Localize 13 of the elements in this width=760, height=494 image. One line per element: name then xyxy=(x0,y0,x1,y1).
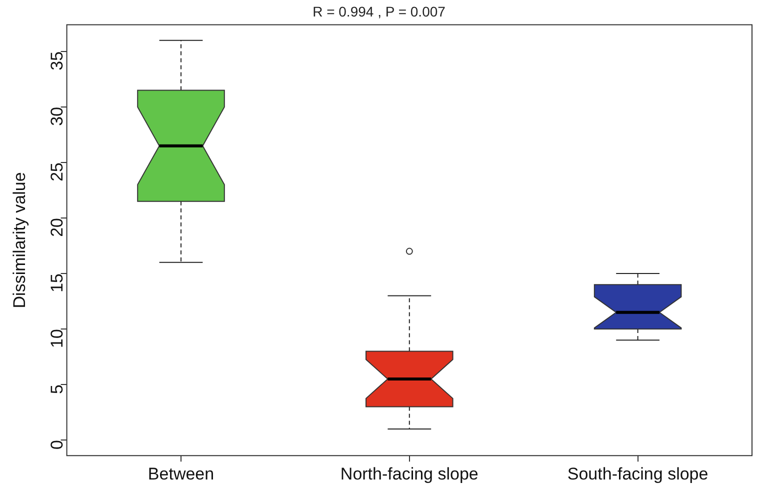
y-axis-title: Dissimilarity value xyxy=(10,172,29,308)
chart-title: R = 0.994 , P = 0.007 xyxy=(312,3,446,20)
y-tick-label: 25 xyxy=(47,162,66,182)
y-tick-label: 5 xyxy=(47,384,66,394)
x-tick-label: South-facing slope xyxy=(567,464,708,484)
y-tick-label: 15 xyxy=(47,274,66,292)
y-tick-label: 30 xyxy=(47,106,66,126)
y-tick-label: 20 xyxy=(47,218,66,237)
y-tick-label: 10 xyxy=(47,329,66,348)
y-tick-label: 35 xyxy=(47,51,66,70)
x-tick-label: North-facing slope xyxy=(340,464,478,484)
x-tick-label: Between xyxy=(148,464,214,484)
y-tick-label: 0 xyxy=(47,440,66,450)
